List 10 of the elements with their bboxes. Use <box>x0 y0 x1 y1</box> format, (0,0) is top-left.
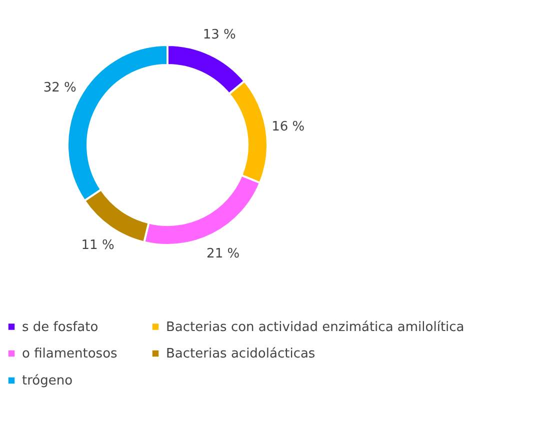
legend-label: trógeno <box>22 374 73 388</box>
legend-label: Bacterias con actividad enzimática amilolítica <box>166 320 464 335</box>
data-label: 13 % <box>202 28 236 43</box>
legend-label: o filamentosos <box>22 346 118 362</box>
data-label: 32 % <box>43 80 76 96</box>
legend-label: s de fosfato <box>22 320 98 335</box>
legend-label: Bacterias acidolácticas <box>166 346 316 362</box>
data-label: 11 % <box>81 238 114 254</box>
data-label: 16 % <box>272 120 305 135</box>
data-label: 21 % <box>206 246 240 262</box>
